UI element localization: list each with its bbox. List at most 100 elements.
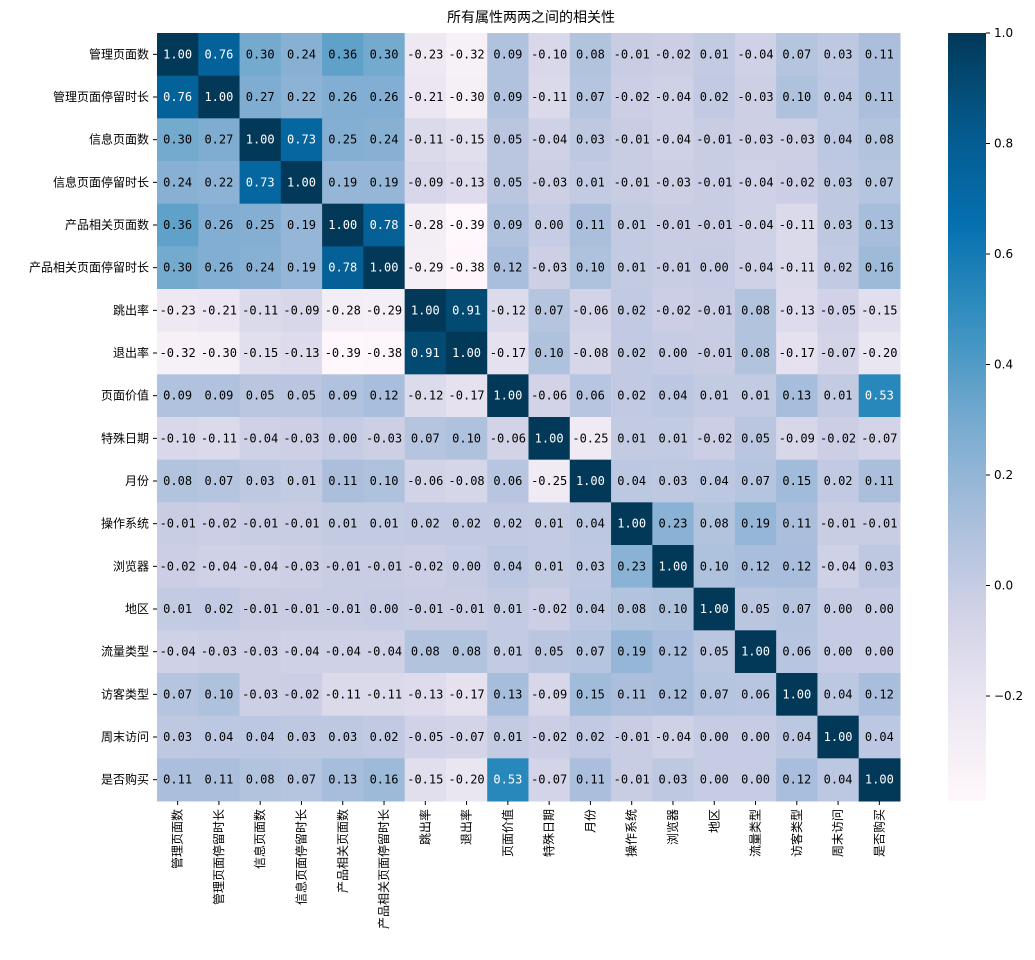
- cell-value-label: 0.00: [824, 602, 853, 616]
- heatmap-cell: [280, 502, 323, 546]
- cell-value-label: 0.03: [328, 730, 357, 744]
- x-tick-label: 月份: [583, 809, 597, 833]
- chart-title: 所有属性两两之间的相关性: [447, 10, 615, 26]
- heatmap-cell: [817, 33, 860, 77]
- y-tick-label: 特殊日期: [101, 430, 149, 445]
- cell-value-label: 0.09: [204, 389, 233, 403]
- cell-value-label: -0.01: [696, 346, 732, 360]
- cell-value-label: 0.01: [535, 559, 564, 573]
- cell-value-label: -0.04: [283, 645, 319, 659]
- heatmap-cell: [611, 587, 653, 631]
- cell-value-label: -0.39: [325, 346, 361, 360]
- cell-value-label: -0.04: [242, 431, 278, 445]
- heatmap-cell: [858, 118, 901, 162]
- y-tick-label: 操作系统: [101, 516, 149, 531]
- y-tick-label: 退出率: [113, 345, 149, 360]
- heatmap-cell: [858, 673, 901, 717]
- heatmap-cell: [322, 246, 364, 290]
- cell-value-label: 0.01: [617, 218, 646, 232]
- heatmap-cell: [858, 33, 901, 77]
- cell-value-label: 0.00: [741, 773, 770, 787]
- cell-value-label: 0.23: [659, 517, 688, 531]
- cell-value-label: 0.08: [617, 602, 646, 616]
- cell-value-label: 0.11: [328, 474, 357, 488]
- heatmap-cell: [817, 118, 860, 162]
- cell-value-label: 0.06: [741, 687, 770, 701]
- cell-value-label: 0.06: [493, 474, 522, 488]
- cell-value-label: -0.03: [531, 261, 567, 275]
- heatmap-cell: [693, 75, 736, 119]
- heatmap-cell: [363, 331, 406, 375]
- cell-value-label: 0.11: [204, 773, 233, 787]
- heatmap-cell: [858, 289, 901, 333]
- cell-value-label: -0.10: [531, 47, 567, 61]
- heatmap-cell: [445, 587, 488, 631]
- heatmap-cell: [693, 374, 736, 418]
- cell-value-label: -0.03: [366, 431, 402, 445]
- heatmap-cell: [487, 545, 529, 589]
- cell-value-label: 0.78: [328, 261, 357, 275]
- heatmap-cell: [734, 587, 777, 631]
- heatmap-cell: [776, 118, 818, 162]
- heatmap-cell: [652, 289, 695, 333]
- cell-value-label: 0.11: [576, 773, 605, 787]
- heatmap-cell: [817, 587, 860, 631]
- cell-value-label: 0.01: [617, 431, 646, 445]
- heatmap-cell: [239, 118, 282, 162]
- cell-value-label: 0.01: [700, 47, 729, 61]
- cell-value-label: 0.01: [287, 474, 316, 488]
- colorbar-tick-label: 1.0: [994, 26, 1013, 40]
- heatmap-cell: [817, 630, 860, 674]
- cell-value-label: -0.03: [242, 687, 278, 701]
- heatmap-cell: [198, 374, 241, 418]
- cell-value-label: 0.03: [659, 773, 688, 787]
- cell-value-label: 0.11: [865, 474, 894, 488]
- heatmap-cell: [858, 417, 901, 461]
- heatmap-cell: [569, 417, 612, 461]
- y-tick-label: 页面价值: [101, 388, 149, 403]
- cell-value-label: 0.04: [617, 474, 646, 488]
- cell-value-label: 0.01: [163, 602, 192, 616]
- cell-value-label: 0.02: [370, 730, 399, 744]
- heatmap-cell: [445, 545, 488, 589]
- heatmap-cell: [239, 673, 282, 717]
- cell-value-label: -0.13: [449, 175, 485, 189]
- cell-value-label: -0.01: [696, 175, 732, 189]
- cell-value-label: 0.11: [617, 687, 646, 701]
- heatmap-cell: [652, 203, 695, 247]
- heatmap-cell: [528, 758, 571, 802]
- heatmap-cell: [528, 502, 571, 546]
- heatmap-cell: [157, 673, 199, 717]
- heatmap-cell: [239, 587, 282, 631]
- cell-value-label: 0.13: [782, 389, 811, 403]
- cell-value-label: -0.17: [779, 346, 815, 360]
- heatmap-cell: [652, 161, 695, 205]
- heatmap-cell: [611, 417, 653, 461]
- heatmap-cell: [611, 75, 653, 119]
- heatmap-cell: [734, 417, 777, 461]
- heatmap-cell: [280, 673, 323, 717]
- cell-value-label: 0.02: [617, 303, 646, 317]
- heatmap-cell: [445, 33, 488, 77]
- cell-value-label: -0.07: [531, 773, 567, 787]
- heatmap-cell: [157, 161, 199, 205]
- cell-value-label: -0.01: [614, 47, 650, 61]
- heatmap-cell: [445, 502, 488, 546]
- cell-value-label: 0.01: [741, 389, 770, 403]
- heatmap-cell: [198, 630, 241, 674]
- heatmap-cell: [528, 417, 571, 461]
- heatmap-cell: [280, 75, 323, 119]
- heatmap-cell: [776, 587, 818, 631]
- cell-value-label: 0.02: [204, 602, 233, 616]
- heatmap-cell: [157, 246, 199, 290]
- heatmap-cell: [569, 502, 612, 546]
- cell-value-label: -0.38: [366, 346, 402, 360]
- cell-value-label: 0.12: [659, 645, 688, 659]
- cell-value-label: -0.21: [407, 90, 443, 104]
- cell-value-label: -0.03: [283, 431, 319, 445]
- cell-value-label: -0.01: [325, 559, 361, 573]
- heatmap-cell: [404, 75, 447, 119]
- colorbar-tick-label: 0.8: [994, 137, 1013, 151]
- cell-value-label: 0.10: [576, 261, 605, 275]
